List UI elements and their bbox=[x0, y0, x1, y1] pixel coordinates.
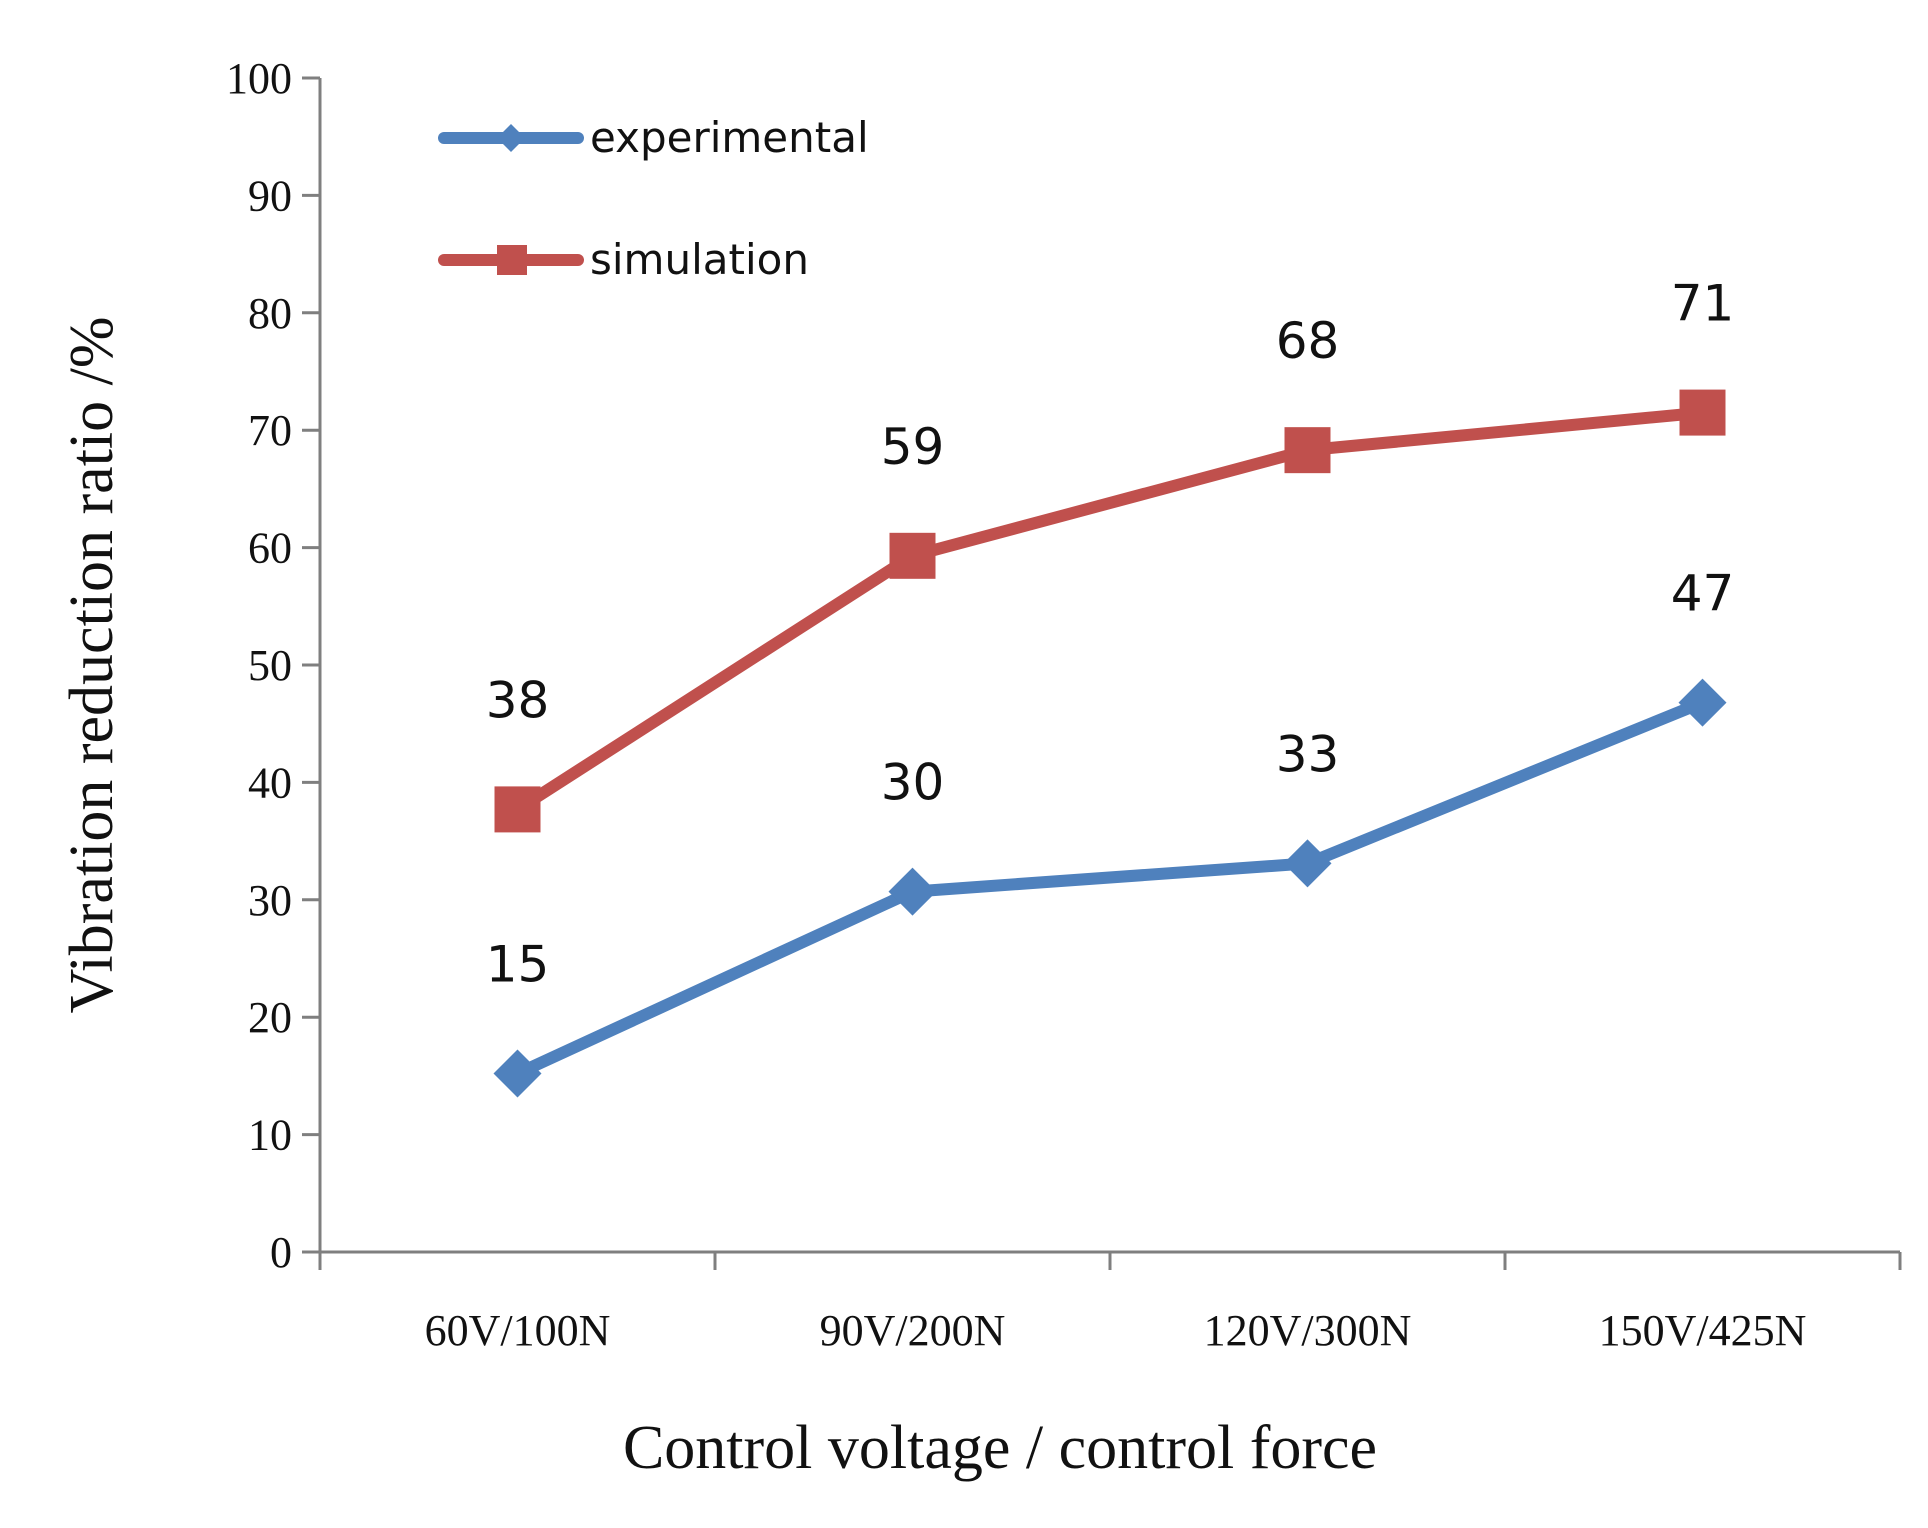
x-ticks: 60V/100N 90V/200N 120V/300N 150V/425N bbox=[318, 1252, 1902, 1355]
data-label-simulation: 38 bbox=[486, 671, 550, 729]
data-label-experimental: 30 bbox=[881, 754, 945, 812]
legend-label-experimental: experimental bbox=[590, 113, 869, 162]
data-label-simulation: 68 bbox=[1276, 312, 1340, 370]
legend-marker-simulation bbox=[497, 245, 527, 275]
legend: experimental simulation bbox=[438, 113, 869, 284]
y-tick-label: 20 bbox=[248, 993, 292, 1042]
y-tick-label: 10 bbox=[248, 1111, 292, 1160]
legend-label-simulation: simulation bbox=[590, 235, 809, 284]
x-tick-label: 60V/100N bbox=[425, 1306, 611, 1355]
legend-item-experimental: experimental bbox=[438, 113, 869, 162]
data-point-simulation bbox=[1679, 389, 1726, 436]
series-layer: 15 30 33 47 38 59 68 71 bbox=[486, 275, 1735, 1098]
series-line-simulation bbox=[511, 406, 1709, 816]
data-label-experimental: 33 bbox=[1276, 725, 1340, 783]
series-line-experimental bbox=[511, 696, 1709, 1080]
x-tick-label: 90V/200N bbox=[820, 1306, 1006, 1355]
y-tick-label: 90 bbox=[248, 171, 292, 220]
data-point-simulation bbox=[889, 532, 936, 579]
data-point-experimental bbox=[888, 867, 937, 916]
data-label-simulation: 59 bbox=[881, 418, 945, 476]
data-point-experimental bbox=[1678, 678, 1727, 727]
series-simulation: 38 59 68 71 bbox=[486, 275, 1735, 833]
data-point-experimental bbox=[1283, 839, 1332, 888]
legend-marker-experimental bbox=[497, 124, 525, 152]
y-tick-label: 80 bbox=[248, 289, 292, 338]
y-axis-title: Vibration reduction ratio /% bbox=[58, 316, 126, 1013]
data-label-simulation: 71 bbox=[1671, 275, 1735, 333]
data-point-experimental bbox=[493, 1049, 542, 1098]
legend-item-simulation: simulation bbox=[438, 235, 809, 284]
y-tick-label: 40 bbox=[248, 758, 292, 807]
data-point-simulation bbox=[494, 786, 541, 833]
y-tick-label: 60 bbox=[248, 524, 292, 573]
y-tick-label: 100 bbox=[226, 54, 292, 103]
y-tick-label: 30 bbox=[248, 876, 292, 925]
y-tick-label: 70 bbox=[248, 406, 292, 455]
y-tick-label: 0 bbox=[270, 1228, 292, 1277]
y-tick-label: 50 bbox=[248, 641, 292, 690]
x-axis-title: Control voltage / control force bbox=[623, 1414, 1377, 1482]
data-label-experimental: 15 bbox=[486, 936, 550, 994]
y-ticks: 0 10 20 30 40 50 60 70 80 90 100 bbox=[226, 54, 320, 1277]
x-tick-label: 120V/300N bbox=[1204, 1306, 1412, 1355]
series-experimental: 15 30 33 47 bbox=[486, 565, 1735, 1098]
x-tick-label: 150V/425N bbox=[1599, 1306, 1807, 1355]
data-point-simulation bbox=[1284, 427, 1331, 474]
data-label-experimental: 47 bbox=[1671, 565, 1735, 623]
